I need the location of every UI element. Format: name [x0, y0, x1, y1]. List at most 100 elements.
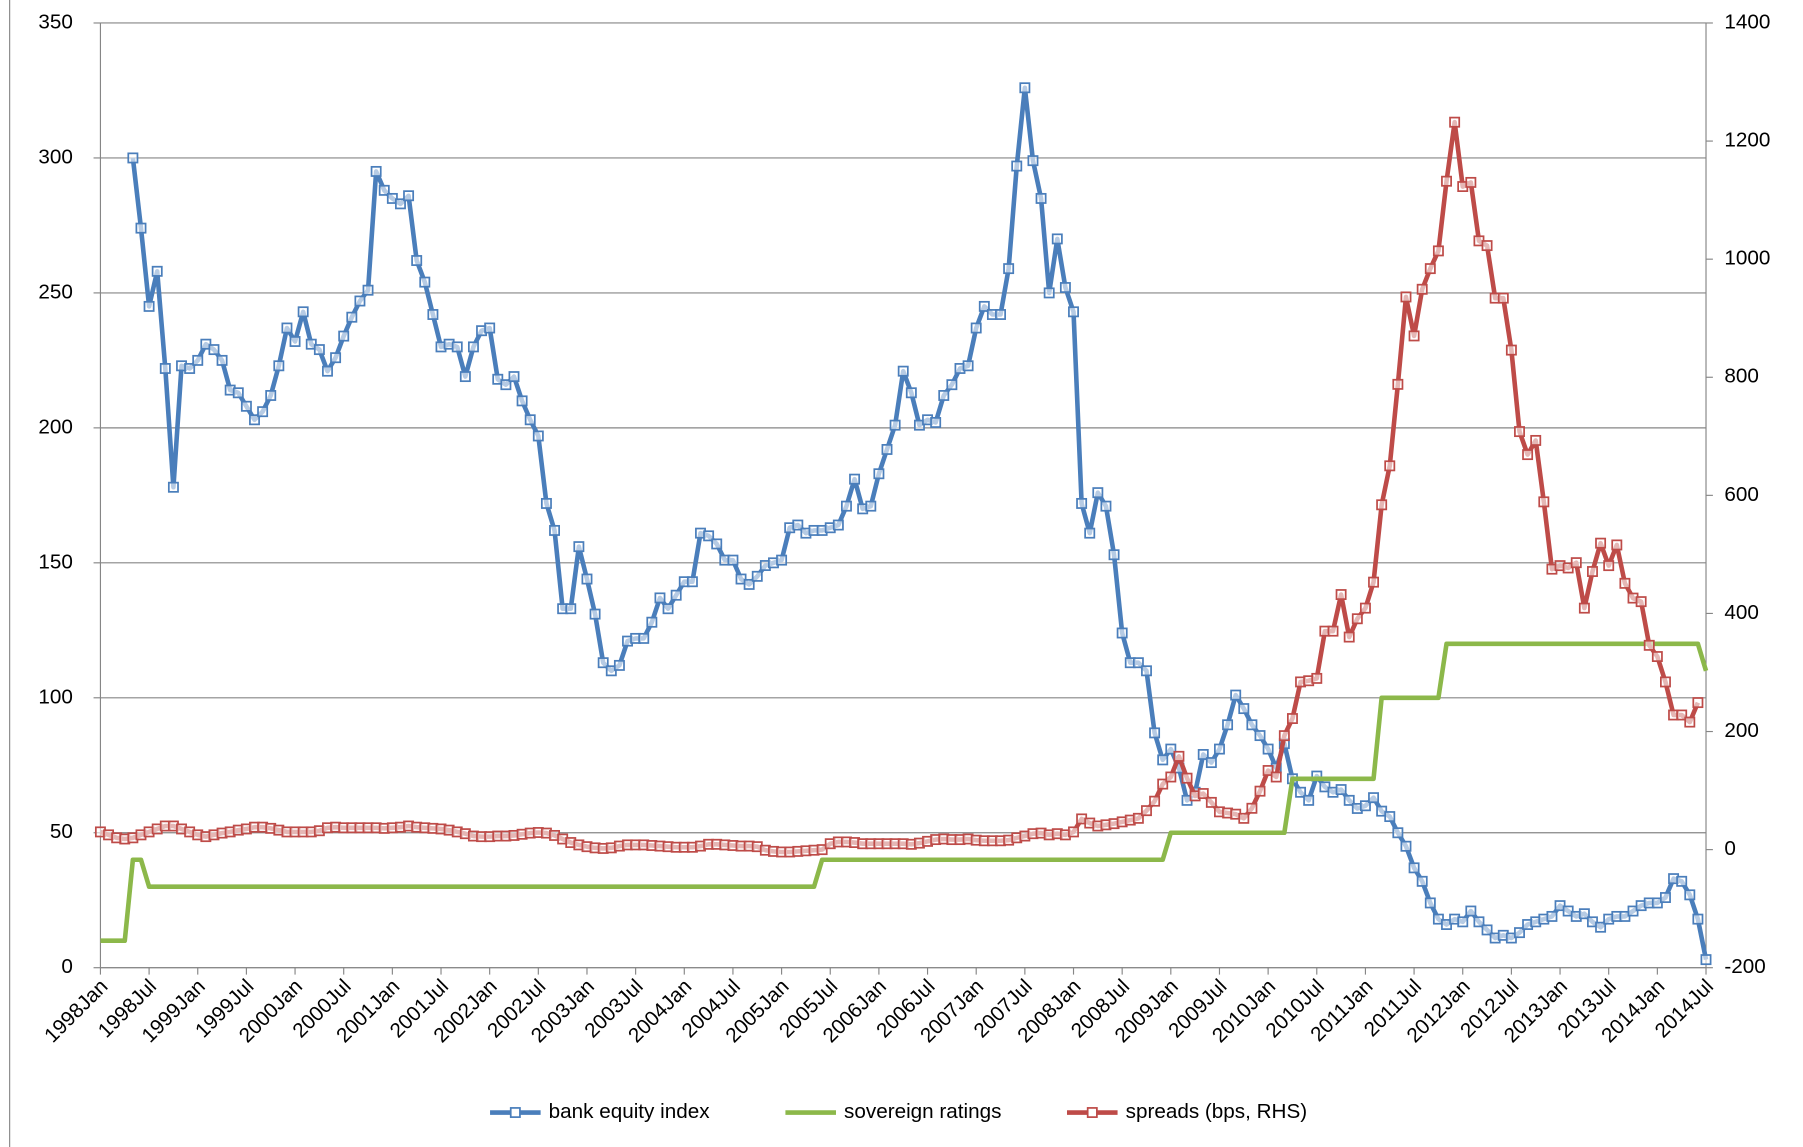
point-marker — [1019, 82, 1031, 94]
point-marker — [946, 379, 958, 391]
point-marker — [151, 265, 163, 277]
point-marker — [1465, 905, 1477, 917]
point-marker — [1351, 613, 1363, 625]
point-marker — [727, 554, 739, 566]
point-marker — [484, 322, 496, 334]
point-marker — [1027, 155, 1039, 167]
point-marker — [905, 387, 917, 399]
point-marker — [1651, 651, 1663, 663]
point-marker — [508, 371, 520, 383]
point-marker — [1068, 826, 1079, 838]
point-marker — [1262, 765, 1274, 776]
point-marker — [662, 603, 674, 615]
point-marker — [427, 309, 439, 320]
point-marker — [1141, 665, 1152, 677]
point-marker — [1465, 176, 1477, 188]
point-marker — [962, 360, 974, 372]
legend-marker — [1086, 1107, 1098, 1118]
point-marker — [938, 390, 950, 401]
y-tick-label: 350 — [38, 10, 73, 33]
point-marker — [1246, 719, 1258, 731]
point-marker — [1692, 697, 1704, 709]
point-marker — [1700, 954, 1712, 966]
point-marker — [1295, 786, 1307, 798]
y-tick-label: 200 — [38, 415, 73, 438]
series-line — [100, 641, 1709, 944]
y2-tick-label: 1000 — [1724, 247, 1770, 270]
point-marker — [167, 481, 179, 493]
point-marker — [573, 541, 585, 553]
point-marker — [1400, 291, 1412, 303]
point-marker — [127, 152, 139, 164]
point-marker — [1068, 306, 1079, 318]
point-marker — [395, 198, 406, 210]
point-marker — [1416, 283, 1428, 295]
point-marker — [1432, 245, 1444, 257]
point-marker — [1335, 589, 1347, 601]
point-marker — [1530, 434, 1542, 446]
point-marker — [1595, 537, 1607, 549]
point-marker — [970, 322, 982, 334]
point-marker — [1692, 913, 1704, 925]
point-marker — [792, 519, 804, 531]
point-marker — [1254, 730, 1266, 742]
point-marker — [1173, 750, 1185, 762]
point-marker — [995, 309, 1006, 320]
point-marker — [411, 255, 423, 266]
point-marker — [143, 300, 155, 312]
point-marker — [1132, 812, 1144, 824]
point-marker — [1197, 749, 1209, 760]
point-marker — [1441, 175, 1452, 187]
point-marker — [1384, 460, 1396, 472]
point-marker — [889, 419, 901, 431]
point-marker — [240, 400, 252, 412]
point-marker — [273, 360, 285, 372]
point-marker — [1149, 795, 1161, 807]
point-marker — [1116, 627, 1128, 639]
legend-label: sovereign ratings — [844, 1100, 1001, 1123]
point-marker — [1165, 771, 1177, 783]
point-marker — [419, 276, 431, 288]
point-marker — [1327, 625, 1339, 637]
point-marker — [832, 519, 844, 531]
point-marker — [1303, 794, 1315, 806]
point-marker — [978, 300, 990, 312]
point-marker — [930, 417, 942, 428]
point-marker — [370, 165, 382, 177]
point-marker — [1368, 792, 1380, 804]
y-tick-label: 0 — [61, 955, 73, 978]
point-marker — [249, 414, 260, 426]
point-marker — [816, 844, 828, 856]
point-marker — [1546, 910, 1558, 922]
point-marker — [1205, 757, 1217, 769]
point-marker — [1497, 292, 1509, 304]
point-marker — [1262, 743, 1274, 755]
point-marker — [1392, 827, 1404, 839]
point-marker — [313, 344, 325, 356]
legend-label: bank equity index — [549, 1100, 711, 1123]
point-marker — [1157, 778, 1169, 790]
point-marker — [1660, 676, 1671, 688]
point-marker — [638, 632, 650, 644]
point-marker — [1230, 689, 1242, 701]
point-marker — [1197, 788, 1209, 799]
point-marker — [362, 284, 374, 296]
point-marker — [1660, 892, 1671, 903]
point-marker — [281, 322, 293, 334]
point-marker — [1270, 771, 1282, 783]
point-marker — [589, 608, 601, 620]
point-marker — [565, 603, 577, 615]
point-marker — [1384, 811, 1396, 823]
y2-tick-label: 800 — [1724, 365, 1759, 388]
point-marker — [1035, 192, 1047, 204]
point-marker — [1408, 330, 1420, 342]
point-marker — [1003, 263, 1015, 275]
point-marker — [1108, 549, 1120, 561]
point-marker — [1368, 576, 1380, 588]
point-marker — [873, 468, 885, 480]
y-tick-label: 250 — [38, 280, 73, 303]
point-marker — [540, 497, 552, 509]
point-marker — [613, 659, 625, 671]
point-marker — [646, 616, 658, 628]
